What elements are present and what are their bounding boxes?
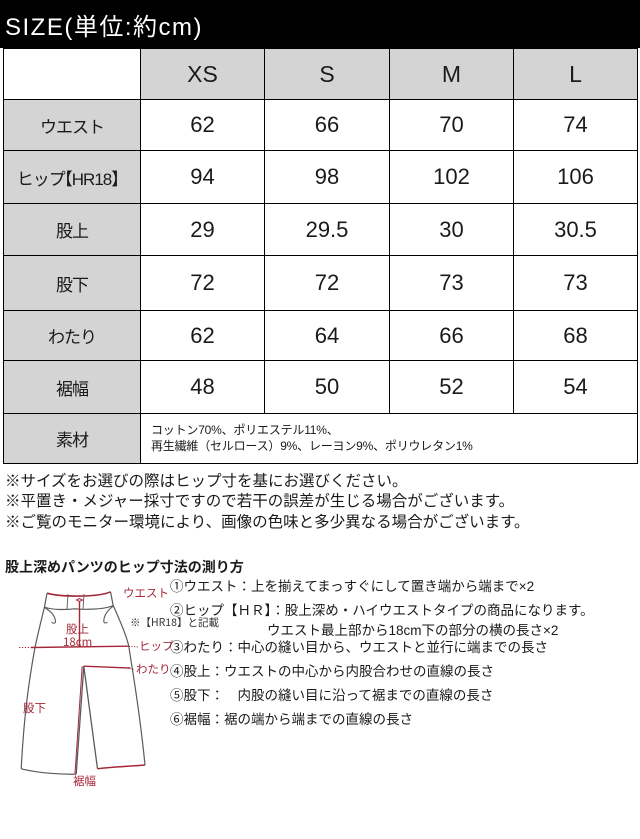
svg-text:わたり: わたり: [136, 661, 171, 677]
svg-text:18cm: 18cm: [63, 634, 92, 650]
svg-text:ヒップ: ヒップ: [139, 638, 174, 654]
svg-text:ウエスト: ウエスト: [123, 585, 169, 601]
svg-text:裾幅: 裾幅: [73, 773, 96, 789]
svg-text:股下: 股下: [23, 700, 46, 716]
